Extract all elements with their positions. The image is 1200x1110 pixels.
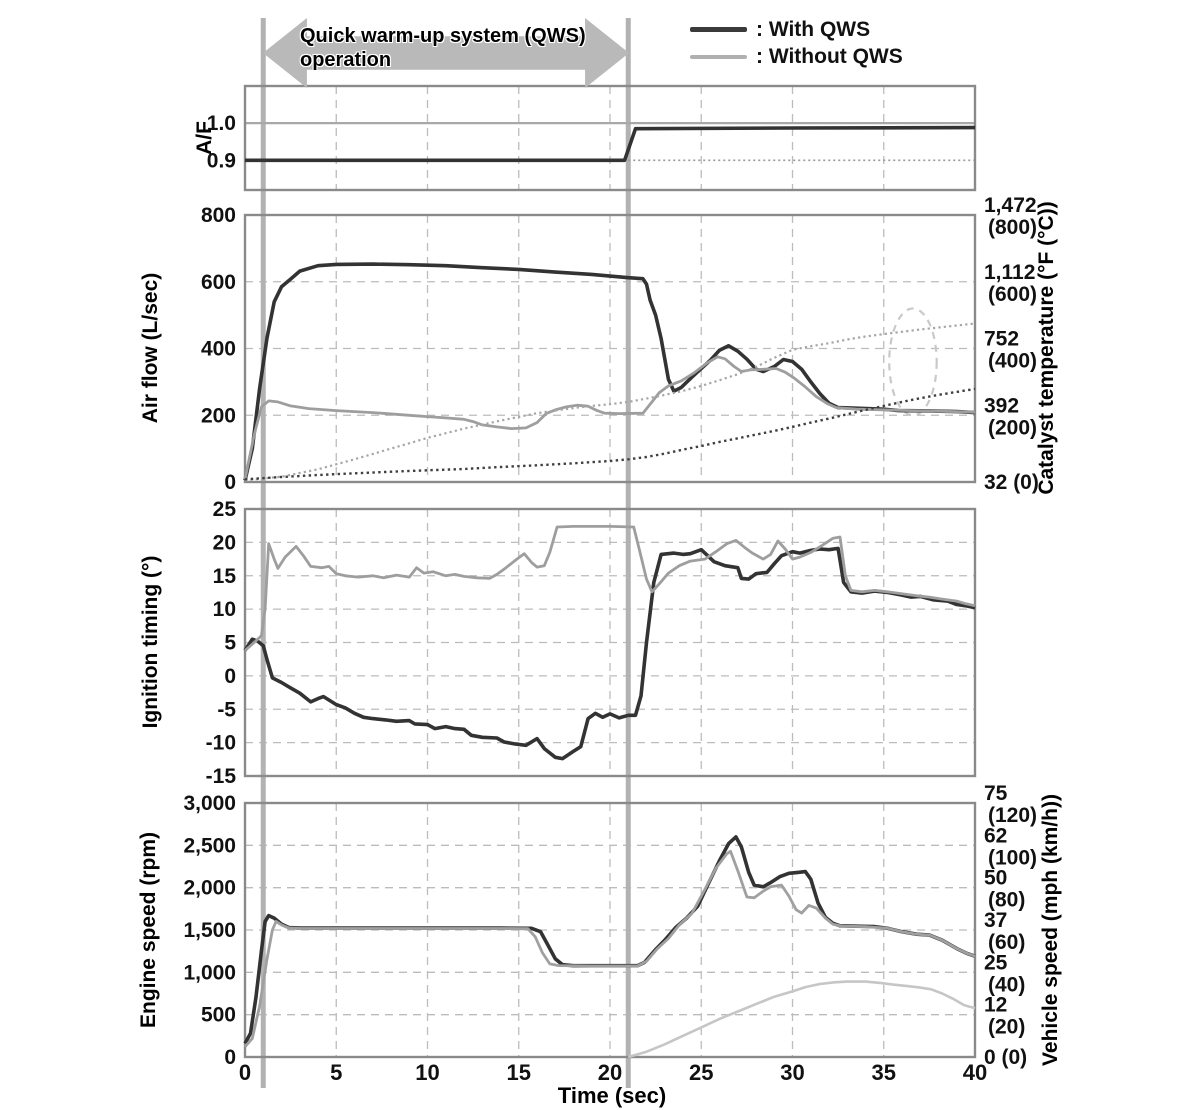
xtick-label: 5 (330, 1060, 342, 1085)
series-airflow (243, 355, 976, 480)
panel-border-ignition (243, 507, 977, 778)
ytick-engine: 2,000 (183, 877, 236, 900)
ytick-ignition: -5 (217, 698, 236, 721)
panel-border-af (243, 84, 977, 192)
catalyst-axis-title: Catalyst temperature (°F (°C)) (1035, 201, 1058, 495)
panel-border-engine (243, 801, 977, 1059)
right-tick-engine: (60) (988, 931, 1025, 954)
xtick-label: 20 (598, 1060, 622, 1085)
right-tick-airflow: 392 (984, 394, 1019, 417)
right-tick-engine: 50 (984, 867, 1007, 890)
legend-swatch-with-qws (690, 27, 747, 32)
ytick-engine: 3,000 (183, 792, 236, 815)
series-airflow (244, 322, 976, 482)
legend-item-without-qws: : Without QWS (690, 43, 903, 70)
right-tick-engine: (40) (988, 973, 1025, 996)
ytick-engine: 2,500 (183, 834, 236, 857)
xtick-label: 40 (963, 1060, 987, 1085)
ytick-ignition: 25 (213, 498, 237, 521)
af-axis-title: A/F (193, 121, 216, 155)
legend-label-without-qws: : Without QWS (756, 44, 903, 68)
series-engine (243, 849, 976, 1048)
legend-label-with-qws: : With QWS (756, 17, 871, 41)
series-engine (627, 980, 976, 1059)
ytick-engine: 500 (201, 1004, 236, 1027)
right-tick-airflow: (600) (988, 283, 1037, 306)
right-tick-airflow: (200) (988, 416, 1037, 439)
ytick-airflow: 0 (224, 471, 236, 494)
ytick-af: 1.0 (207, 112, 236, 135)
ytick-engine: 1,500 (183, 919, 236, 942)
right-tick-airflow: 752 (984, 328, 1019, 351)
engine-axis-title: Engine speed (rpm) (137, 831, 160, 1029)
ignition-axis-title: Ignition timing (°) (139, 555, 162, 729)
qws-operation-arrow-label: Quick warm-up system (QWS) operation (300, 25, 586, 71)
series-af (245, 125, 976, 163)
xtick-label: 25 (689, 1060, 713, 1085)
xtick-label: 10 (415, 1060, 439, 1085)
series-engine (243, 835, 976, 1045)
series-airflow (243, 262, 976, 481)
ytick-airflow: 400 (201, 338, 236, 361)
ytick-ignition: 0 (224, 665, 236, 688)
right-tick-engine: (20) (988, 1016, 1025, 1039)
ytick-airflow: 200 (201, 404, 236, 427)
xtick-label: 15 (507, 1060, 531, 1085)
x-axis-title: Time (sec) (557, 1083, 667, 1108)
panel-border-airflow (243, 213, 977, 484)
ytick-ignition: 5 (224, 632, 236, 655)
right-tick-airflow: (400) (988, 350, 1037, 373)
right-tick-engine: (100) (988, 846, 1037, 869)
legend-swatch-without-qws (690, 54, 747, 59)
series-ignition (244, 525, 976, 652)
ytick-ignition: 10 (213, 598, 236, 621)
right-tick-engine: 37 (984, 909, 1007, 932)
series-airflow (244, 387, 976, 481)
ytick-engine: 1,000 (183, 961, 236, 984)
right-tick-engine: 75 (984, 782, 1008, 805)
ytick-af: 0.9 (207, 149, 236, 172)
legend-item-with-qws: : With QWS (690, 16, 903, 43)
series-ignition (243, 546, 976, 761)
ytick-ignition: -10 (206, 732, 236, 755)
ytick-airflow: 600 (201, 271, 236, 294)
right-tick-engine: 62 (984, 824, 1007, 847)
right-tick-engine: 12 (984, 994, 1007, 1017)
ytick-ignition: -15 (206, 765, 237, 788)
right-tick-airflow: 32 (0) (984, 471, 1039, 494)
xtick-label: 0 (239, 1060, 251, 1085)
ytick-airflow: 800 (201, 204, 236, 227)
xtick-label: 30 (780, 1060, 804, 1085)
right-tick-airflow: 1,472 (984, 194, 1037, 217)
legend: : With QWS : Without QWS (690, 16, 903, 70)
right-tick-airflow: (800) (988, 216, 1037, 239)
right-tick-engine: 0 (0) (984, 1046, 1027, 1069)
vehicle-axis-title: Vehicle speed (mph (km/h)) (1039, 794, 1062, 1066)
xtick-label: 35 (872, 1060, 896, 1085)
ytick-ignition: 20 (213, 531, 236, 554)
airflow-axis-title: Air flow (L/sec) (139, 272, 162, 424)
right-tick-engine: 25 (984, 951, 1008, 974)
right-tick-airflow: 1,112 (984, 261, 1035, 284)
catalyst-highlight-ellipse (888, 307, 938, 417)
ytick-ignition: 15 (213, 565, 237, 588)
ytick-engine: 0 (224, 1046, 236, 1069)
right-tick-engine: (120) (988, 804, 1037, 827)
right-tick-engine: (80) (988, 889, 1025, 912)
